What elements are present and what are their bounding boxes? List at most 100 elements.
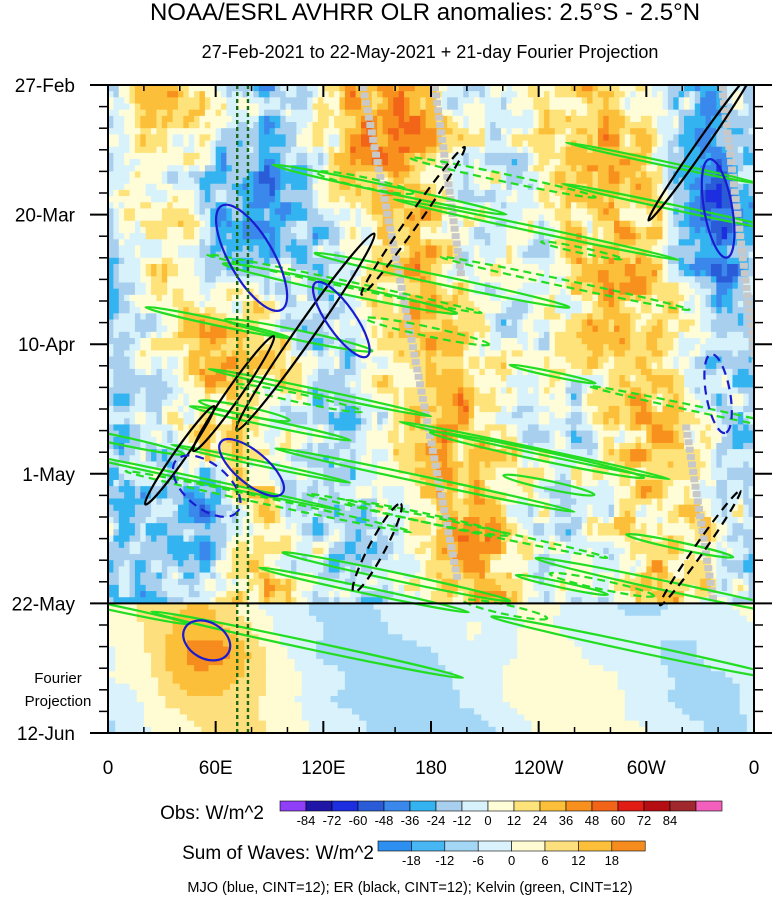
obs-cell <box>479 338 486 345</box>
obs-cell <box>468 177 475 185</box>
obs-cell <box>172 276 179 284</box>
obs-cell <box>199 307 206 314</box>
obs-cell <box>253 276 260 284</box>
obs-cell <box>678 152 685 160</box>
obs-cell <box>301 239 308 247</box>
obs-cell <box>646 263 653 271</box>
obs-cell <box>463 270 470 277</box>
obs-cell <box>274 301 281 308</box>
obs-cell <box>667 226 674 234</box>
obs-cell <box>511 214 518 222</box>
obs-cell <box>161 270 168 277</box>
obs-cell <box>264 276 271 284</box>
obs-cell <box>678 220 685 228</box>
obs-cell <box>140 270 147 277</box>
obs-cell <box>705 313 712 321</box>
obs-cell <box>237 294 244 302</box>
obs-cell <box>393 233 400 240</box>
obs-cell <box>339 122 346 129</box>
obs-cell <box>204 91 211 98</box>
obs-cell <box>221 338 228 345</box>
obs-cell <box>646 189 653 197</box>
obs-cell <box>312 251 319 259</box>
obs-cell <box>307 245 314 253</box>
obs-cell <box>296 140 303 148</box>
obs-cell <box>204 226 211 234</box>
obs-cell <box>210 183 217 191</box>
obs-cell <box>522 171 529 179</box>
obs-cell <box>226 109 233 117</box>
obs-cell <box>377 122 384 129</box>
obs-cell <box>737 171 744 179</box>
obs-cell <box>140 313 147 321</box>
obs-cell <box>597 226 604 234</box>
obs-cell <box>657 214 664 222</box>
obs-cell <box>280 288 287 296</box>
obs-cell <box>258 85 265 92</box>
obs-cell <box>387 325 394 333</box>
obs-cell <box>511 152 518 160</box>
obs-cell <box>614 128 621 135</box>
obs-cell <box>447 263 454 271</box>
obs-cell <box>619 282 626 290</box>
obs-cell <box>500 146 507 154</box>
obs-cell <box>506 103 513 111</box>
obs-cell <box>398 171 405 179</box>
obs-cell <box>361 245 367 253</box>
obs-cell <box>204 97 211 105</box>
obs-cell <box>393 202 400 210</box>
obs-cell <box>490 115 497 123</box>
obs-cell <box>468 239 475 247</box>
obs-cell <box>678 301 685 308</box>
obs-cell <box>355 226 362 234</box>
obs-cell <box>495 146 502 154</box>
obs-cell <box>312 189 319 197</box>
obs-cell <box>678 245 685 253</box>
obs-cell <box>608 257 615 265</box>
obs-cell <box>167 103 174 111</box>
obs-cell <box>705 233 712 240</box>
obs-cell <box>737 85 744 92</box>
obs-cell <box>635 325 642 333</box>
obs-cell <box>194 263 201 271</box>
obs-cell <box>323 183 330 191</box>
obs-cell <box>312 196 319 203</box>
obs-cell <box>560 159 567 166</box>
obs-cell <box>210 245 217 253</box>
obs-cell <box>172 208 179 216</box>
obs-cell <box>312 239 319 247</box>
obs-cell <box>705 128 712 135</box>
obs-cell <box>479 239 486 247</box>
obs-cell <box>377 214 384 222</box>
obs-cell <box>247 294 254 302</box>
obs-cell <box>436 251 443 259</box>
obs-cell <box>280 159 287 166</box>
obs-cell <box>657 245 664 253</box>
obs-cell <box>570 245 577 253</box>
obs-cell <box>710 152 717 160</box>
obs-cell <box>646 319 653 327</box>
obs-cell <box>463 128 470 135</box>
obs-cell <box>694 307 701 314</box>
obs-cell <box>452 122 459 129</box>
obs-cell <box>334 109 341 117</box>
obs-cell <box>274 282 281 290</box>
obs-cell <box>484 159 491 166</box>
obs-cell <box>619 251 626 259</box>
obs-cell <box>145 171 152 179</box>
obs-cell <box>748 270 754 277</box>
obs-cell <box>312 177 319 185</box>
obs-cell <box>517 313 524 321</box>
obs-cell <box>145 159 152 166</box>
obs-cell <box>651 325 658 333</box>
obs-cell <box>194 319 201 327</box>
obs-cell <box>366 140 373 148</box>
obs-cell <box>441 270 448 277</box>
obs-cell <box>700 214 707 222</box>
obs-cell <box>495 165 502 172</box>
obs-cell <box>597 220 604 228</box>
obs-cell <box>581 97 588 105</box>
obs-cell <box>371 338 378 345</box>
obs-cell <box>748 97 754 105</box>
obs-cell <box>737 140 744 148</box>
